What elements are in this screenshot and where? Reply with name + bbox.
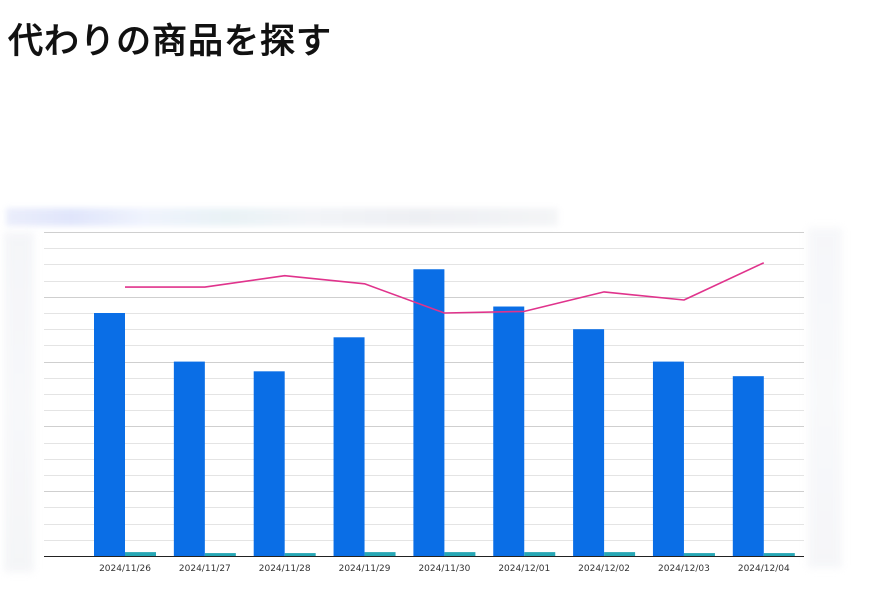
page-title: 代わりの商品を探す [8,22,333,62]
x-tick-label: 2024/11/26 [99,564,151,574]
bar-primary [253,371,285,556]
x-tick-label: 2024/11/27 [179,564,231,574]
x-tick-label: 2024/11/28 [259,564,311,574]
bars [94,269,795,556]
bar-primary [333,337,365,556]
bar-secondary [284,553,316,556]
bar-secondary [524,552,556,556]
x-tick-label: 2024/11/30 [418,564,470,574]
bar-primary [732,376,764,556]
x-tick-label: 2024/12/04 [738,564,790,574]
bar-secondary [604,552,636,556]
bar-primary [493,306,525,556]
bar-secondary [444,552,476,556]
blurred-left-axis [4,232,34,572]
x-axis: 2024/11/26 2024/11/27 2024/11/28 2024/11/29… [44,556,804,574]
blurred-chart-header [6,208,558,226]
series-line [125,262,765,314]
bar-primary [173,361,205,556]
bar-secondary [125,552,156,556]
bar-primary [413,269,445,556]
bar-secondary [364,552,396,556]
bar-primary [652,361,684,556]
trend-line [125,262,765,314]
bar-secondary [763,553,795,556]
bar-primary [573,329,605,556]
blurred-right-axis [808,228,842,568]
bar-secondary [204,553,236,556]
x-tick-label: 2024/12/02 [578,564,630,574]
bar-secondary [683,553,715,556]
x-tick-label: 2024/11/29 [339,564,391,574]
bar-primary [94,313,125,556]
x-tick-label: 2024/12/01 [498,564,550,574]
x-tick-label: 2024/12/03 [658,564,710,574]
